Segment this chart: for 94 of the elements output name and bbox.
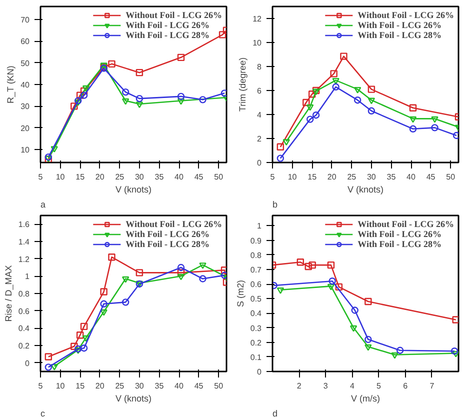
x-tick-label: 45 [194,172,204,182]
y-axis-title: R_T (KN) [6,66,16,104]
y-tick-label: 2 [257,134,262,144]
y-tick-label: 1.2 [18,254,30,264]
y-tick-label: 0 [257,368,262,376]
legend-label: With Foil - LCG 26% [358,20,442,30]
legend-label: With Foil - LCG 28% [358,239,442,249]
y-tick-label: 10 [252,38,262,48]
legend-label: With Foil - LCG 26% [126,229,210,239]
legend-label: With Foil - LCG 28% [358,30,442,40]
x-tick-label: 6 [403,382,408,390]
x-tick-label: 50 [446,172,456,182]
x-tick-label: 5 [38,382,44,390]
legend-label: Without Foil - LCG 26% [358,219,454,229]
x-tick-label: 2 [296,382,302,390]
y-tick-label: 10 [20,146,30,154]
y-tick-label: 0.5 [250,294,262,304]
y-tick-label: 1 [25,272,30,282]
y-tick-label: 12 [252,14,262,24]
x-tick-label: 4 [350,382,355,390]
x-axis-title: V (m/s) [351,394,380,404]
y-tick-label: 0.8 [18,290,30,298]
x-tick-label: 50 [214,382,224,390]
y-tick-label: 0.7 [250,265,262,274]
y-tick-label: 30 [20,102,30,112]
y-tick-label: 50 [20,58,30,68]
y-tick-label: 60 [20,37,30,46]
y-tick-label: 1.6 [18,220,30,230]
y-tick-label: 8 [257,62,262,72]
y-tick-label: 40 [20,80,30,90]
y-tick-label: 0.2 [18,342,30,350]
y-tick-label: 0 [257,158,262,168]
y-tick-label: 0.4 [18,324,30,334]
y-tick-label: 0.1 [250,352,262,362]
x-axis-title: V (knots) [347,184,384,194]
text: b [272,200,278,210]
x-tick-label: 25 [115,382,125,390]
x-tick-label: 25 [115,172,125,182]
x-tick-label: 15 [76,172,86,182]
y-tick-label: 0.4 [250,309,262,318]
x-axis-title: V (knots) [115,184,152,194]
y-tick-label: 0.6 [18,306,30,316]
x-tick-label: 20 [95,172,105,182]
y-tick-label: 20 [20,124,30,133]
x-tick-label: 30 [134,382,144,390]
y-tick-label: 0.2 [250,338,262,348]
x-tick-label: 35 [386,172,396,182]
y-axis-title: S (m2) [235,280,246,307]
x-tick-label: 25 [347,172,357,182]
x-axis-title: V (knots) [115,394,152,404]
legend-label: Without Foil - LCG 26% [358,10,454,20]
x-tick-label: 40 [406,172,416,182]
legend-label: Without Foil - LCG 26% [126,10,222,20]
x-tick-label: 5 [270,172,276,182]
legend-label: With Foil - LCG 26% [126,20,210,30]
y-tick-label: 4 [257,110,262,120]
y-tick-label: 0 [25,358,30,368]
x-tick-label: 10 [56,172,66,182]
y-tick-label: 0.6 [250,280,262,290]
y-tick-label: 0.8 [250,250,262,260]
x-tick-label: 20 [327,172,337,182]
y-tick-label: 1 [257,222,262,231]
x-tick-label: 10 [56,382,66,390]
y-axis-title: Rise / D_MAX [3,265,14,322]
x-tick-label: 15 [76,382,86,390]
legend-label: Without Foil - LCG 26% [126,219,222,229]
x-tick-label: 35 [154,382,164,390]
x-tick-label: 5 [376,382,382,390]
x-tick-label: 20 [95,382,105,390]
legend-label: With Foil - LCG 28% [126,239,210,249]
y-tick-label: 0.9 [250,236,262,246]
x-tick-label: 40 [174,172,184,182]
y-tick-label: 1.4 [18,238,30,246]
y-tick-label: 70 [20,16,30,24]
text: c [40,408,46,418]
x-tick-label: 35 [154,172,164,182]
x-tick-label: 7 [430,382,435,390]
text: d [272,408,278,418]
x-tick-label: 5 [38,172,44,182]
x-tick-label: 40 [174,382,184,390]
x-tick-label: 3 [323,382,328,390]
x-tick-label: 45 [194,382,204,390]
x-tick-label: 30 [366,172,376,182]
text: a [40,200,46,210]
x-tick-label: 50 [214,172,224,182]
x-tick-label: 15 [308,172,318,182]
y-tick-label: 0.3 [250,324,262,333]
x-tick-label: 45 [426,172,436,182]
legend-label: With Foil - LCG 28% [126,30,210,40]
x-tick-label: 30 [134,172,144,182]
legend-label: With Foil - LCG 26% [358,229,442,239]
x-tick-label: 10 [288,172,298,182]
y-tick-label: 6 [257,86,262,96]
y-axis-title: Trim (degree) [238,57,248,112]
